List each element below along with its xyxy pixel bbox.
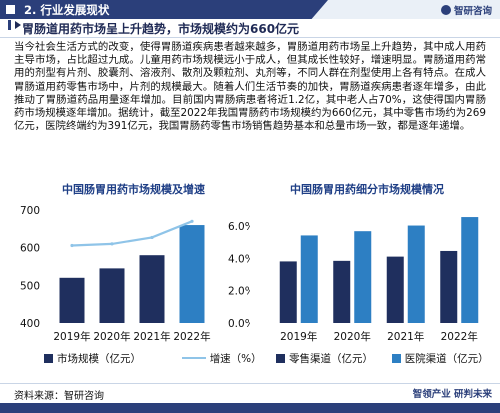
- right-x-tick-1: 2020年: [334, 330, 371, 343]
- right-chart-title: 中国肠胃用药细分市场规模情况: [290, 183, 444, 196]
- triangle-marker-icon: [15, 21, 21, 29]
- left-y2-tick-1: 4.0%: [228, 253, 250, 265]
- left-x-tick-0: 2019年: [53, 330, 90, 343]
- brand-icon: [440, 5, 451, 15]
- right-bar-s1-0: [300, 235, 318, 323]
- legend-swatch-size: [44, 354, 53, 363]
- source-note: 资料来源：智研咨询: [14, 391, 104, 402]
- legend-label-growth: 增速（%）: [209, 353, 262, 365]
- left-bar-3: [179, 225, 205, 323]
- legend-label-size: 市场规模（亿元）: [57, 353, 141, 365]
- legend-label-hospital: 医院渠道（亿元）: [404, 353, 489, 365]
- growth-point-3: [190, 219, 194, 223]
- right-bar-s1-1: [354, 231, 372, 323]
- growth-line: [71, 220, 193, 247]
- left-y2-tick-2: 2.0%: [228, 286, 250, 298]
- footer-brand: 智领产业 研判未来: [412, 389, 492, 400]
- body-paragraph: 当今社会生活方式的改变，使得胃肠道疾病患者越来越多，胃肠道用药市场呈上升趋势，其…: [14, 41, 486, 133]
- right-x-tick-2: 2021年: [387, 330, 424, 343]
- footer-bar: [0, 403, 500, 413]
- left-legend: 市场规模（亿元） 增速（%）: [44, 351, 262, 366]
- left-y-tick-3: 400: [20, 318, 40, 330]
- legend-swatch-retail: [276, 354, 285, 363]
- right-bar-s0-0: [279, 261, 297, 323]
- left-bar-0: [59, 277, 85, 323]
- right-legend: 零售渠道（亿元） 医院渠道（亿元）: [276, 351, 489, 366]
- left-y-tick-2: 500: [20, 280, 40, 292]
- brand-logo: 智研咨询: [440, 3, 492, 17]
- left-chart: 7006005004006.0%4.0%2.0%0.0%2019年2020年20…: [20, 205, 250, 343]
- left-y-tick-1: 600: [20, 243, 40, 255]
- right-chart: 2019年 2020年 2021年 2022年: [279, 217, 479, 343]
- header-bar: 2. 行业发展现状: [0, 0, 328, 19]
- left-bar-1: [99, 268, 125, 323]
- left-y2-tick-0: 6.0%: [228, 221, 250, 233]
- legend-swatch-hospital: [391, 354, 401, 363]
- right-bar-s1-2: [407, 225, 425, 323]
- right-bar-s0-3: [440, 250, 458, 323]
- left-x-tick-3: 2022年: [173, 330, 210, 343]
- brand-text: 智研咨询: [453, 6, 492, 17]
- bar-marker-icon: [8, 20, 11, 30]
- left-y-tick-0: 700: [20, 205, 40, 217]
- right-bar-s1-3: [461, 217, 479, 323]
- header-square-icon: [6, 5, 15, 14]
- headline-marker: [8, 20, 25, 32]
- section-title: 2. 行业发展现状: [24, 3, 110, 17]
- right-x-tick-0: 2019年: [280, 330, 317, 343]
- source-divider: [0, 383, 500, 384]
- growth-point-0: [70, 243, 74, 248]
- left-chart-title: 中国肠胃用药市场规模及增速: [62, 183, 205, 196]
- left-y2-tick-3: 0.0%: [228, 318, 250, 330]
- legend-swatch-growth: [181, 357, 206, 359]
- left-x-tick-2: 2021年: [133, 330, 170, 343]
- headline-band: [0, 17, 500, 38]
- left-x-tick-1: 2020年: [93, 330, 130, 343]
- right-bar-s0-2: [386, 256, 404, 323]
- legend-label-retail: 零售渠道（亿元）: [289, 353, 373, 365]
- right-x-tick-3: 2022年: [441, 330, 478, 343]
- growth-point-2: [150, 235, 154, 240]
- growth-point-1: [110, 242, 114, 246]
- left-bar-2: [139, 255, 165, 323]
- right-bar-s0-1: [333, 260, 351, 323]
- headline: 胃肠道用药市场呈上升趋势，市场规模约为660亿元: [22, 22, 300, 36]
